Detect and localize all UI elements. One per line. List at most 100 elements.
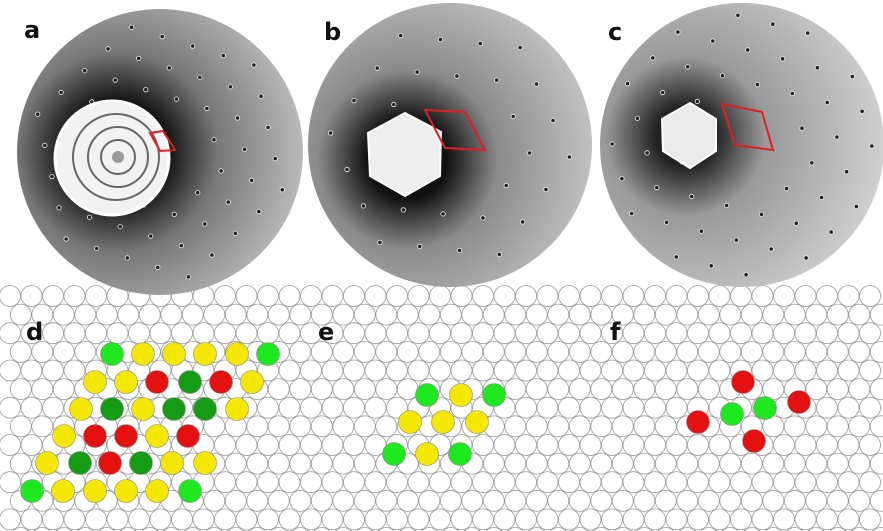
lattice-site [333, 304, 354, 325]
site-marker [163, 398, 186, 421]
lattice-site [365, 472, 386, 493]
lattice-site [774, 435, 795, 456]
spot [844, 170, 848, 174]
lattice-site [387, 472, 408, 493]
lattice-site [838, 397, 859, 418]
lattice-site [236, 286, 257, 307]
spot [59, 90, 63, 94]
spot [156, 265, 160, 269]
spot [399, 33, 403, 37]
lattice-site [569, 304, 590, 325]
site-marker [179, 480, 202, 503]
lattice-site [741, 304, 762, 325]
lattice-site [720, 304, 741, 325]
lattice-site [623, 323, 644, 344]
lattice-site [193, 509, 214, 530]
spot [635, 116, 639, 120]
lattice-site [408, 472, 429, 493]
lattice-site [569, 453, 590, 474]
spot [219, 169, 223, 173]
lattice-site [774, 323, 795, 344]
lattice-site [268, 453, 289, 474]
site-marker [754, 397, 777, 420]
lattice-site [817, 360, 838, 381]
lattice-site [462, 341, 483, 362]
spot [233, 231, 237, 235]
spot [36, 112, 40, 116]
lattice-site [279, 286, 300, 307]
lattice-site [236, 435, 257, 456]
site-marker [84, 480, 107, 503]
lattice-site [827, 416, 848, 437]
site-marker [36, 452, 59, 475]
spot [438, 37, 442, 41]
lattice-site [698, 490, 719, 511]
lattice-site [118, 304, 139, 325]
lattice-site [53, 379, 74, 400]
lattice-site [311, 379, 332, 400]
lattice-site [376, 416, 397, 437]
lattice-site [451, 286, 472, 307]
site-marker [257, 343, 280, 366]
lattice-site [645, 435, 666, 456]
spot [352, 98, 356, 102]
site-marker [179, 371, 202, 394]
site-marker [466, 411, 489, 434]
lattice-site [86, 509, 107, 530]
lattice-site [827, 490, 848, 511]
lattice-site [494, 360, 515, 381]
lattice-site [688, 435, 709, 456]
lattice-site [301, 397, 322, 418]
spot [819, 195, 823, 199]
lattice-site [591, 304, 612, 325]
lattice-site [376, 304, 397, 325]
lattice-site [473, 509, 494, 530]
lattice-site [365, 323, 386, 344]
lattice-site [720, 341, 741, 362]
lattice-site [677, 453, 698, 474]
spot [361, 204, 365, 208]
lattice-site [795, 435, 816, 456]
spot [674, 255, 678, 259]
lattice-site [301, 360, 322, 381]
lattice-site [225, 453, 246, 474]
lattice-site [655, 304, 676, 325]
lattice-site [268, 416, 289, 437]
lattice-site [634, 490, 655, 511]
spot [699, 229, 703, 233]
lattice-site [268, 379, 289, 400]
lattice-site [150, 509, 171, 530]
lattice-site [677, 379, 698, 400]
lattice-site [344, 360, 365, 381]
spot [43, 143, 47, 147]
spot [401, 208, 405, 212]
lattice-site [473, 435, 494, 456]
spot [625, 81, 629, 85]
site-marker [132, 398, 155, 421]
lattice-site [559, 360, 580, 381]
lattice-site [43, 397, 64, 418]
lattice-site [311, 453, 332, 474]
lattice-site [709, 360, 730, 381]
lattice-site [516, 286, 537, 307]
spot [746, 48, 750, 52]
lattice-site [344, 397, 365, 418]
lattice-site [268, 304, 289, 325]
lattice-site [10, 453, 31, 474]
lattice-site [806, 453, 827, 474]
lattice-site [365, 286, 386, 307]
lattice-site [817, 323, 838, 344]
lattice-site [526, 341, 547, 362]
site-marker [194, 343, 217, 366]
lattice-site [591, 453, 612, 474]
lattice-site [397, 490, 418, 511]
spot [825, 100, 829, 104]
lattice-site [0, 397, 21, 418]
lattice-site [64, 323, 85, 344]
lattice-site [849, 379, 870, 400]
lattice-site [43, 360, 64, 381]
lattice-site [634, 416, 655, 437]
spot [527, 151, 531, 155]
spot [630, 211, 634, 215]
lattice-site [451, 472, 472, 493]
